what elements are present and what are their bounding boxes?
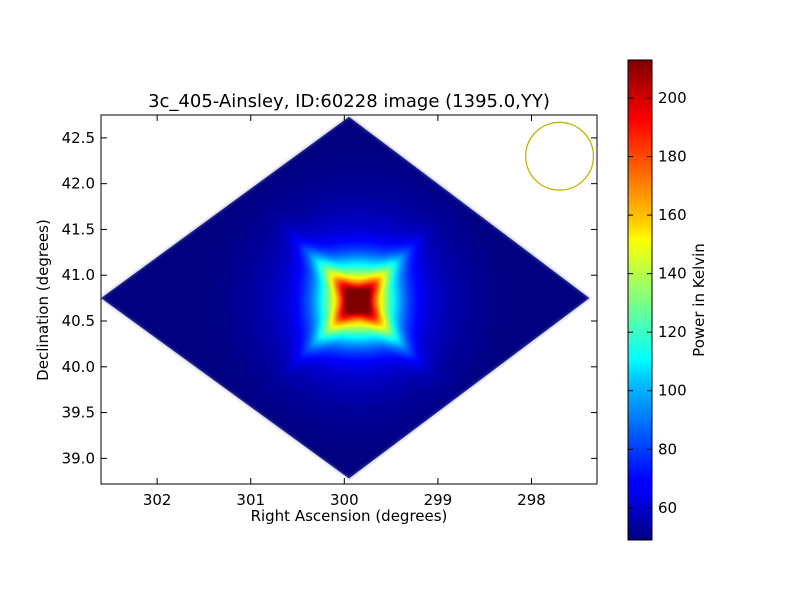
x-tick-label: 302: [143, 491, 172, 509]
colorbar-tick-label: 100: [658, 382, 687, 400]
colorbar-gradient: [628, 60, 652, 540]
colorbar: 60 80 100 120 140 160 180 200 Power in Kelvin: [627, 59, 708, 541]
plot-frame: [100, 114, 598, 485]
colorbar-tick-label: 160: [658, 206, 687, 224]
y-tick-label: 42.0: [62, 175, 95, 193]
y-tick-label: 40.5: [62, 312, 95, 330]
x-ticks: 302 301 300 299 298: [143, 115, 546, 509]
y-tick-label: 39.5: [62, 404, 95, 422]
y-tick-label: 42.5: [62, 129, 95, 147]
plot-area: [101, 115, 597, 484]
colorbar-tick-label: 60: [658, 499, 677, 517]
y-tick-label: 41.0: [62, 266, 95, 284]
y-tick-label: 41.5: [62, 220, 95, 238]
field-edge: [101, 115, 592, 480]
x-tick-label: 299: [424, 491, 453, 509]
beam-circle: [525, 121, 595, 191]
colorbar-tick-label: 180: [658, 148, 687, 166]
colorbar-label: Power in Kelvin: [690, 243, 708, 357]
x-tick-label: 298: [517, 491, 546, 509]
colorbar-tick-label: 80: [658, 440, 677, 458]
y-ticks: 39.0 39.5 40.0 40.5 41.0 41.5 42.0 42.5: [62, 129, 597, 467]
colorbar-tick-label: 120: [658, 323, 687, 341]
x-axis-label: Right Ascension (degrees): [251, 507, 448, 525]
colorbar-tick-label: 140: [658, 265, 687, 283]
x-tick-label: 300: [330, 491, 359, 509]
y-tick-label: 39.0: [62, 449, 95, 467]
x-tick-label: 301: [236, 491, 265, 509]
colorbar-frame: [627, 59, 653, 541]
y-tick-label: 40.0: [62, 358, 95, 376]
y-axis-label: Declination (degrees): [34, 219, 52, 381]
chart-title: 3c_405-Ainsley, ID:60228 image (1395.0,Y…: [148, 91, 550, 112]
colorbar-ticks: 60 80 100 120 140 160 180 200: [628, 89, 687, 517]
colorbar-tick-label: 200: [658, 89, 687, 107]
